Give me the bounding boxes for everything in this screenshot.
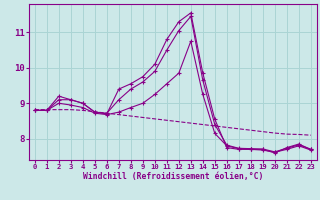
X-axis label: Windchill (Refroidissement éolien,°C): Windchill (Refroidissement éolien,°C): [83, 172, 263, 181]
